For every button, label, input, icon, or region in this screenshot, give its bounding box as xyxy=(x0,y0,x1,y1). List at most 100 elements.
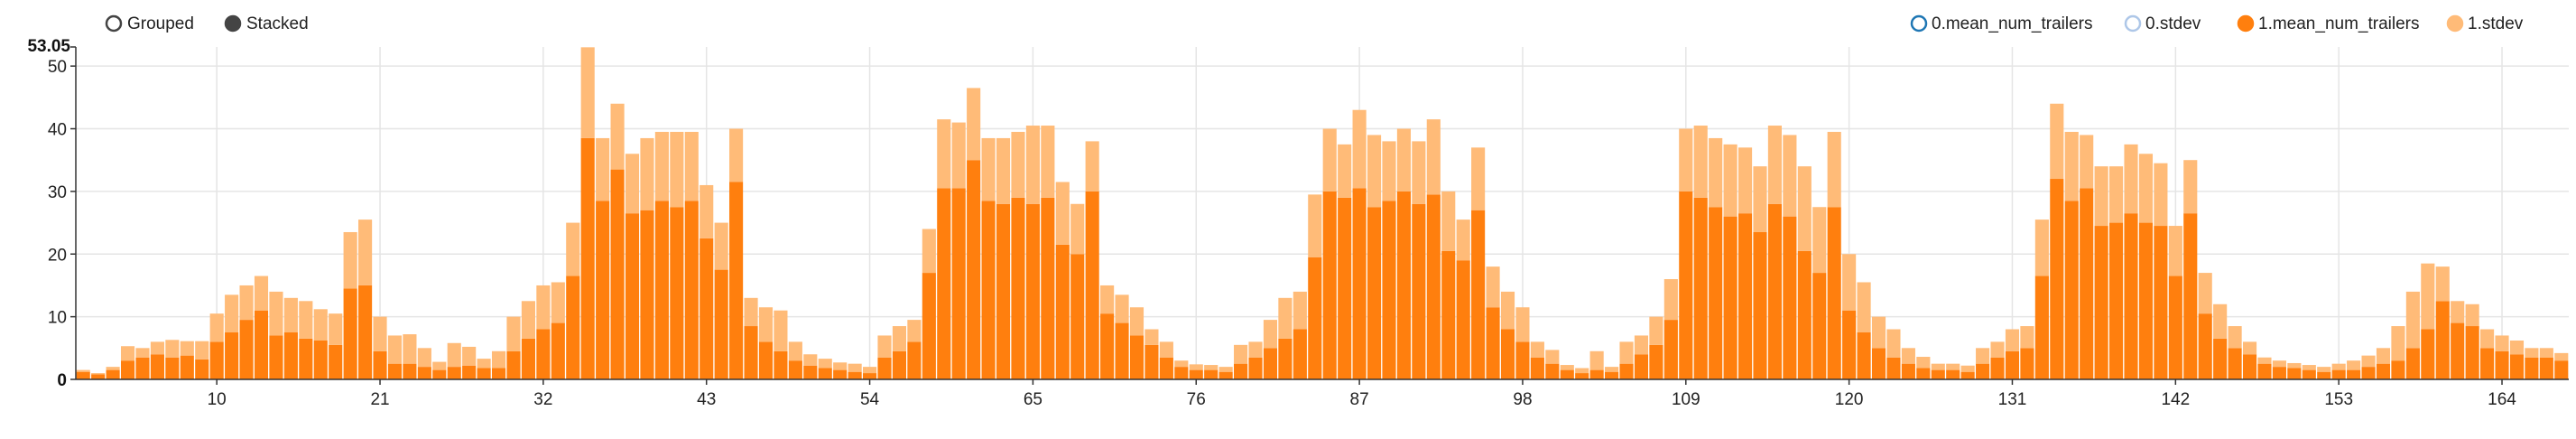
bar-stdev[interactable] xyxy=(1456,220,1470,261)
bar-stdev[interactable] xyxy=(610,103,625,170)
bar-mean[interactable] xyxy=(2198,313,2212,379)
bar-stdev[interactable] xyxy=(1219,367,1233,372)
bar-mean[interactable] xyxy=(1857,332,1871,379)
bar-mean[interactable] xyxy=(1144,344,1159,379)
bar-stdev[interactable] xyxy=(1560,365,1574,370)
bar-mean[interactable] xyxy=(1396,191,1411,379)
bar-mean[interactable] xyxy=(1693,197,1708,379)
bar-mean[interactable] xyxy=(447,367,461,379)
bar-mean[interactable] xyxy=(150,354,164,379)
bar-mean[interactable] xyxy=(1100,313,1115,379)
bar-stdev[interactable] xyxy=(758,307,774,342)
bar-stdev[interactable] xyxy=(506,316,521,351)
bar-stdev[interactable] xyxy=(180,341,194,356)
bar-stdev[interactable] xyxy=(1367,135,1382,208)
bar-stdev[interactable] xyxy=(1129,307,1144,336)
bar-mean[interactable] xyxy=(1070,254,1085,379)
bar-stdev[interactable] xyxy=(2539,348,2553,358)
bar-mean[interactable] xyxy=(2405,348,2420,379)
bar-stdev[interactable] xyxy=(877,335,892,358)
bar-stdev[interactable] xyxy=(1575,368,1589,374)
bar-mean[interactable] xyxy=(521,338,535,379)
bar-mean[interactable] xyxy=(1412,203,1426,379)
bar-stdev[interactable] xyxy=(684,131,699,201)
bar-stdev[interactable] xyxy=(91,373,106,375)
bar-mean[interactable] xyxy=(2213,338,2228,379)
bar-stdev[interactable] xyxy=(1382,141,1396,201)
bar-stdev[interactable] xyxy=(477,359,491,369)
bar-mean[interactable] xyxy=(432,369,447,379)
bar-mean[interactable] xyxy=(1679,191,1693,379)
bar-stdev[interactable] xyxy=(1990,341,2005,358)
bar-mean[interactable] xyxy=(551,322,565,379)
bar-mean[interactable] xyxy=(195,359,209,379)
bar-stdev[interactable] xyxy=(1471,147,1486,210)
bar-stdev[interactable] xyxy=(981,137,996,201)
bar-stdev[interactable] xyxy=(2287,362,2302,369)
legend-entry[interactable]: 0.stdev xyxy=(2124,14,2201,33)
bar-stdev[interactable] xyxy=(774,310,788,351)
bar-mean[interactable] xyxy=(580,137,595,379)
bar-stdev[interactable] xyxy=(195,341,209,360)
control-radio-icon[interactable] xyxy=(224,14,242,33)
bar-stdev[interactable] xyxy=(2480,329,2495,349)
bar-mean[interactable] xyxy=(1248,357,1263,379)
bar-stdev[interactable] xyxy=(2064,131,2079,201)
bar-mean[interactable] xyxy=(165,357,180,379)
bar-stdev[interactable] xyxy=(2361,355,2376,368)
bar-stdev[interactable] xyxy=(2183,160,2198,214)
legend-entry[interactable]: 1.mean_num_trailers xyxy=(2237,14,2419,33)
bar-mean[interactable] xyxy=(1842,310,1857,379)
bar-mean[interactable] xyxy=(1129,335,1144,379)
bar-stdev[interactable] xyxy=(2050,103,2064,180)
bar-mean[interactable] xyxy=(1338,197,1352,379)
bar-stdev[interactable] xyxy=(640,137,654,210)
bar-mean[interactable] xyxy=(1263,348,1278,379)
bar-mean[interactable] xyxy=(2168,276,2182,379)
bar-stdev[interactable] xyxy=(1857,282,1871,332)
bar-mean[interactable] xyxy=(1055,244,1070,379)
bar-mean[interactable] xyxy=(2080,188,2094,379)
bar-mean[interactable] xyxy=(848,371,862,379)
bar-mean[interactable] xyxy=(1649,344,1663,379)
bar-mean[interactable] xyxy=(180,355,194,379)
bar-stdev[interactable] xyxy=(1545,350,1560,364)
bar-stdev[interactable] xyxy=(2138,154,2154,223)
bar-mean[interactable] xyxy=(758,341,774,379)
bar-mean[interactable] xyxy=(225,332,239,379)
bar-stdev[interactable] xyxy=(1293,291,1307,330)
bar-mean[interactable] xyxy=(91,374,106,379)
bar-stdev[interactable] xyxy=(1753,166,1767,232)
bar-mean[interactable] xyxy=(506,350,521,379)
bar-stdev[interactable] xyxy=(1737,147,1753,214)
bar-stdev[interactable] xyxy=(596,137,610,201)
bar-stdev[interactable] xyxy=(2228,326,2242,349)
bar-mean[interactable] xyxy=(2302,369,2316,379)
bar-stdev[interactable] xyxy=(1041,126,1055,198)
bar-mean[interactable] xyxy=(1560,369,1574,379)
bar-stdev[interactable] xyxy=(1619,341,1634,364)
bar-mean[interactable] xyxy=(907,341,922,379)
bar-mean[interactable] xyxy=(283,332,298,379)
bar-stdev[interactable] xyxy=(521,301,535,339)
bar-stdev[interactable] xyxy=(1011,131,1025,198)
bar-mean[interactable] xyxy=(135,357,150,379)
bar-stdev[interactable] xyxy=(2495,335,2509,351)
bar-stdev[interactable] xyxy=(462,346,477,366)
bar-mean[interactable] xyxy=(566,276,580,379)
bar-mean[interactable] xyxy=(269,335,283,379)
bar-stdev[interactable] xyxy=(1767,126,1782,204)
bar-stdev[interactable] xyxy=(106,367,120,370)
bar-stdev[interactable] xyxy=(1515,307,1530,342)
bar-mean[interactable] xyxy=(2064,201,2079,379)
bar-mean[interactable] xyxy=(2465,326,2479,379)
bar-mean[interactable] xyxy=(1174,367,1189,379)
bar-mean[interactable] xyxy=(877,357,892,379)
bar-stdev[interactable] xyxy=(654,131,669,201)
bar-mean[interactable] xyxy=(1530,357,1544,379)
bar-stdev[interactable] xyxy=(209,313,224,342)
bar-stdev[interactable] xyxy=(2080,135,2094,189)
bar-stdev[interactable] xyxy=(2525,348,2539,358)
bar-mean[interactable] xyxy=(299,338,313,379)
bar-stdev[interactable] xyxy=(1679,128,1693,191)
